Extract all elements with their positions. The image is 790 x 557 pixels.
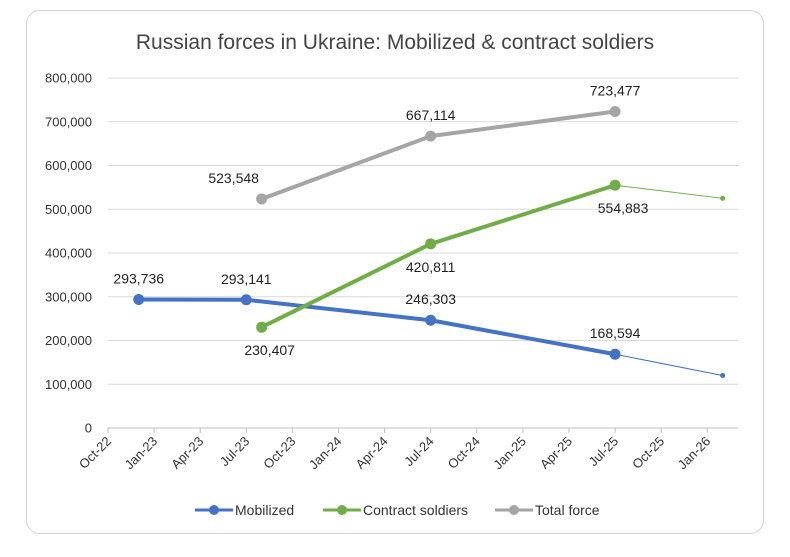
data-point	[256, 193, 268, 205]
data-point	[240, 294, 252, 306]
data-label: 168,594	[590, 325, 641, 341]
y-tick-label: 500,000	[45, 202, 92, 217]
x-tick-label: Jul-24	[401, 434, 437, 470]
x-tick-label: Jul-23	[217, 434, 253, 470]
data-label: 293,736	[113, 270, 164, 286]
legend-marker	[509, 505, 519, 515]
x-tick-label: Jan-26	[675, 434, 714, 473]
trend-line	[615, 184, 723, 199]
x-tick-label: Oct-23	[260, 434, 298, 472]
chart-title: Russian forces in Ukraine: Mobilized & c…	[136, 31, 654, 54]
data-point	[609, 105, 621, 117]
series-line	[138, 297, 616, 357]
data-point	[133, 293, 145, 305]
x-tick-label: Oct-24	[445, 434, 483, 472]
y-axis: 0 100,000 200,000 300,000 400,000 500,000 600,…	[45, 71, 92, 436]
data-point	[425, 238, 437, 250]
x-tick-label: Jan-25	[490, 434, 529, 473]
data-point	[609, 348, 621, 360]
data-point	[256, 321, 268, 333]
x-tick-label: Jul-25	[586, 434, 622, 470]
data-label: 667,114	[406, 107, 456, 123]
legend-marker	[337, 505, 347, 515]
series-line	[260, 109, 616, 201]
data-point	[425, 314, 437, 326]
data-point	[425, 130, 437, 142]
data-label: 554,883	[598, 200, 649, 216]
y-tick-label: 200,000	[45, 333, 92, 348]
y-tick-label: 400,000	[45, 246, 92, 261]
data-label: 420,811	[406, 259, 456, 275]
gridlines	[108, 77, 738, 429]
y-tick-label: 0	[85, 421, 92, 436]
y-tick-label: 100,000	[45, 377, 92, 392]
data-label: 293,141	[221, 271, 272, 287]
data-label: 523,548	[208, 170, 259, 186]
trend-end-marker	[720, 373, 726, 378]
series-layer	[133, 105, 726, 378]
x-tick-label: Jan-24	[306, 434, 345, 473]
legend: Mobilized Contract soldiers Total force	[195, 502, 600, 518]
x-tick-label: Oct-22	[76, 434, 114, 472]
trend-end-marker	[720, 195, 726, 201]
x-axis: Oct-22 Jan-23 Apr-23 Jul-23 Oct-23 Jan-24 Apr-…	[76, 428, 713, 472]
trend-line	[614, 353, 723, 376]
x-tick-label: Apr-23	[168, 434, 206, 472]
chart-card	[26, 10, 764, 534]
y-tick-label: 800,000	[45, 71, 92, 86]
x-tick-label: Apr-24	[353, 434, 391, 472]
data-label: 230,407	[244, 342, 295, 358]
y-tick-label: 600,000	[45, 158, 92, 173]
y-tick-label: 700,000	[45, 114, 92, 129]
legend-marker	[209, 505, 219, 515]
x-tick-label: Apr-25	[537, 434, 575, 472]
data-label: 246,303	[405, 291, 456, 307]
data-point	[609, 179, 621, 191]
data-label: 723,477	[590, 82, 641, 98]
legend-label: Contract soldiers	[363, 502, 468, 518]
y-tick-label: 300,000	[45, 289, 92, 304]
data-labels: 293,736 293,141 246,303 168,594 230,407 420,8…	[113, 82, 648, 358]
legend-label: Mobilized	[235, 502, 294, 518]
x-tick-label: Oct-25	[629, 434, 667, 472]
x-tick-label: Jan-23	[122, 434, 161, 473]
legend-label: Total force	[535, 502, 600, 518]
